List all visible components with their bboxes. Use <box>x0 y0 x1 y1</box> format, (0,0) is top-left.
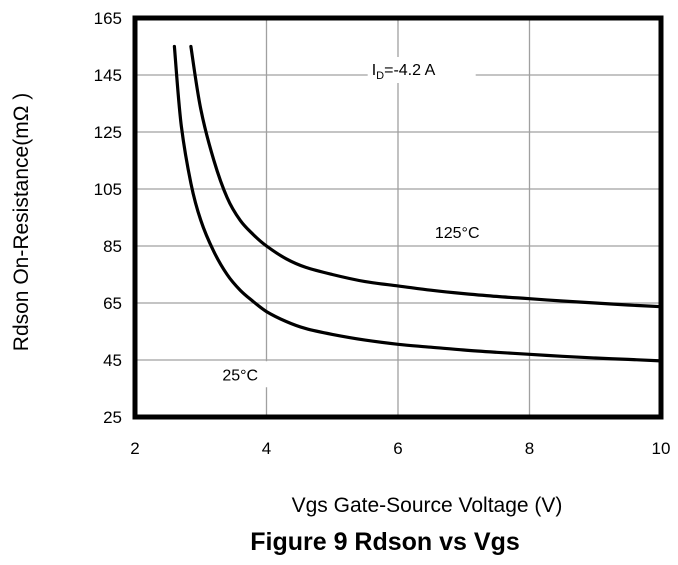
y-tick-labels: 165 145 125 105 85 65 45 25 <box>94 9 122 427</box>
y-tick-label: 145 <box>94 66 122 85</box>
y-tick-label: 85 <box>103 237 122 256</box>
y-tick-label: 105 <box>94 180 122 199</box>
series-labels: 125°C 25°C <box>204 218 494 388</box>
x-tick-label: 4 <box>262 439 271 458</box>
annotation: ID=-4.2 A <box>367 57 476 83</box>
series-label-background <box>421 218 494 245</box>
annotation-background <box>367 57 476 83</box>
series-label-background <box>204 361 277 388</box>
y-tick-label: 165 <box>94 9 122 28</box>
figure-title: Figure 9 Rdson vs Vgs <box>250 528 520 556</box>
x-tick-label: 2 <box>130 439 139 458</box>
x-tick-label: 8 <box>525 439 534 458</box>
series-label-1: 25°C <box>222 367 258 384</box>
x-axis-label: Vgs Gate-Source Voltage (V) <box>292 494 563 517</box>
series-line-1 <box>172 44 663 363</box>
y-tick-label: 45 <box>103 351 122 370</box>
plot-frame <box>132 15 664 420</box>
annotation-text: ID=-4.2 A <box>372 62 436 82</box>
x-tick-label: 6 <box>393 439 402 458</box>
y-tick-label: 25 <box>103 408 122 427</box>
y-axis-label: Rdson On-Resistance(mΩ ) <box>10 93 33 351</box>
series-line-0 <box>189 44 663 309</box>
x-tick-label: 10 <box>652 439 671 458</box>
y-tick-label: 125 <box>94 123 122 142</box>
series-group <box>172 44 663 363</box>
x-tick-labels: 2 4 6 8 10 <box>130 439 670 458</box>
series-label-0: 125°C <box>435 225 480 242</box>
y-tick-label: 65 <box>103 294 122 313</box>
